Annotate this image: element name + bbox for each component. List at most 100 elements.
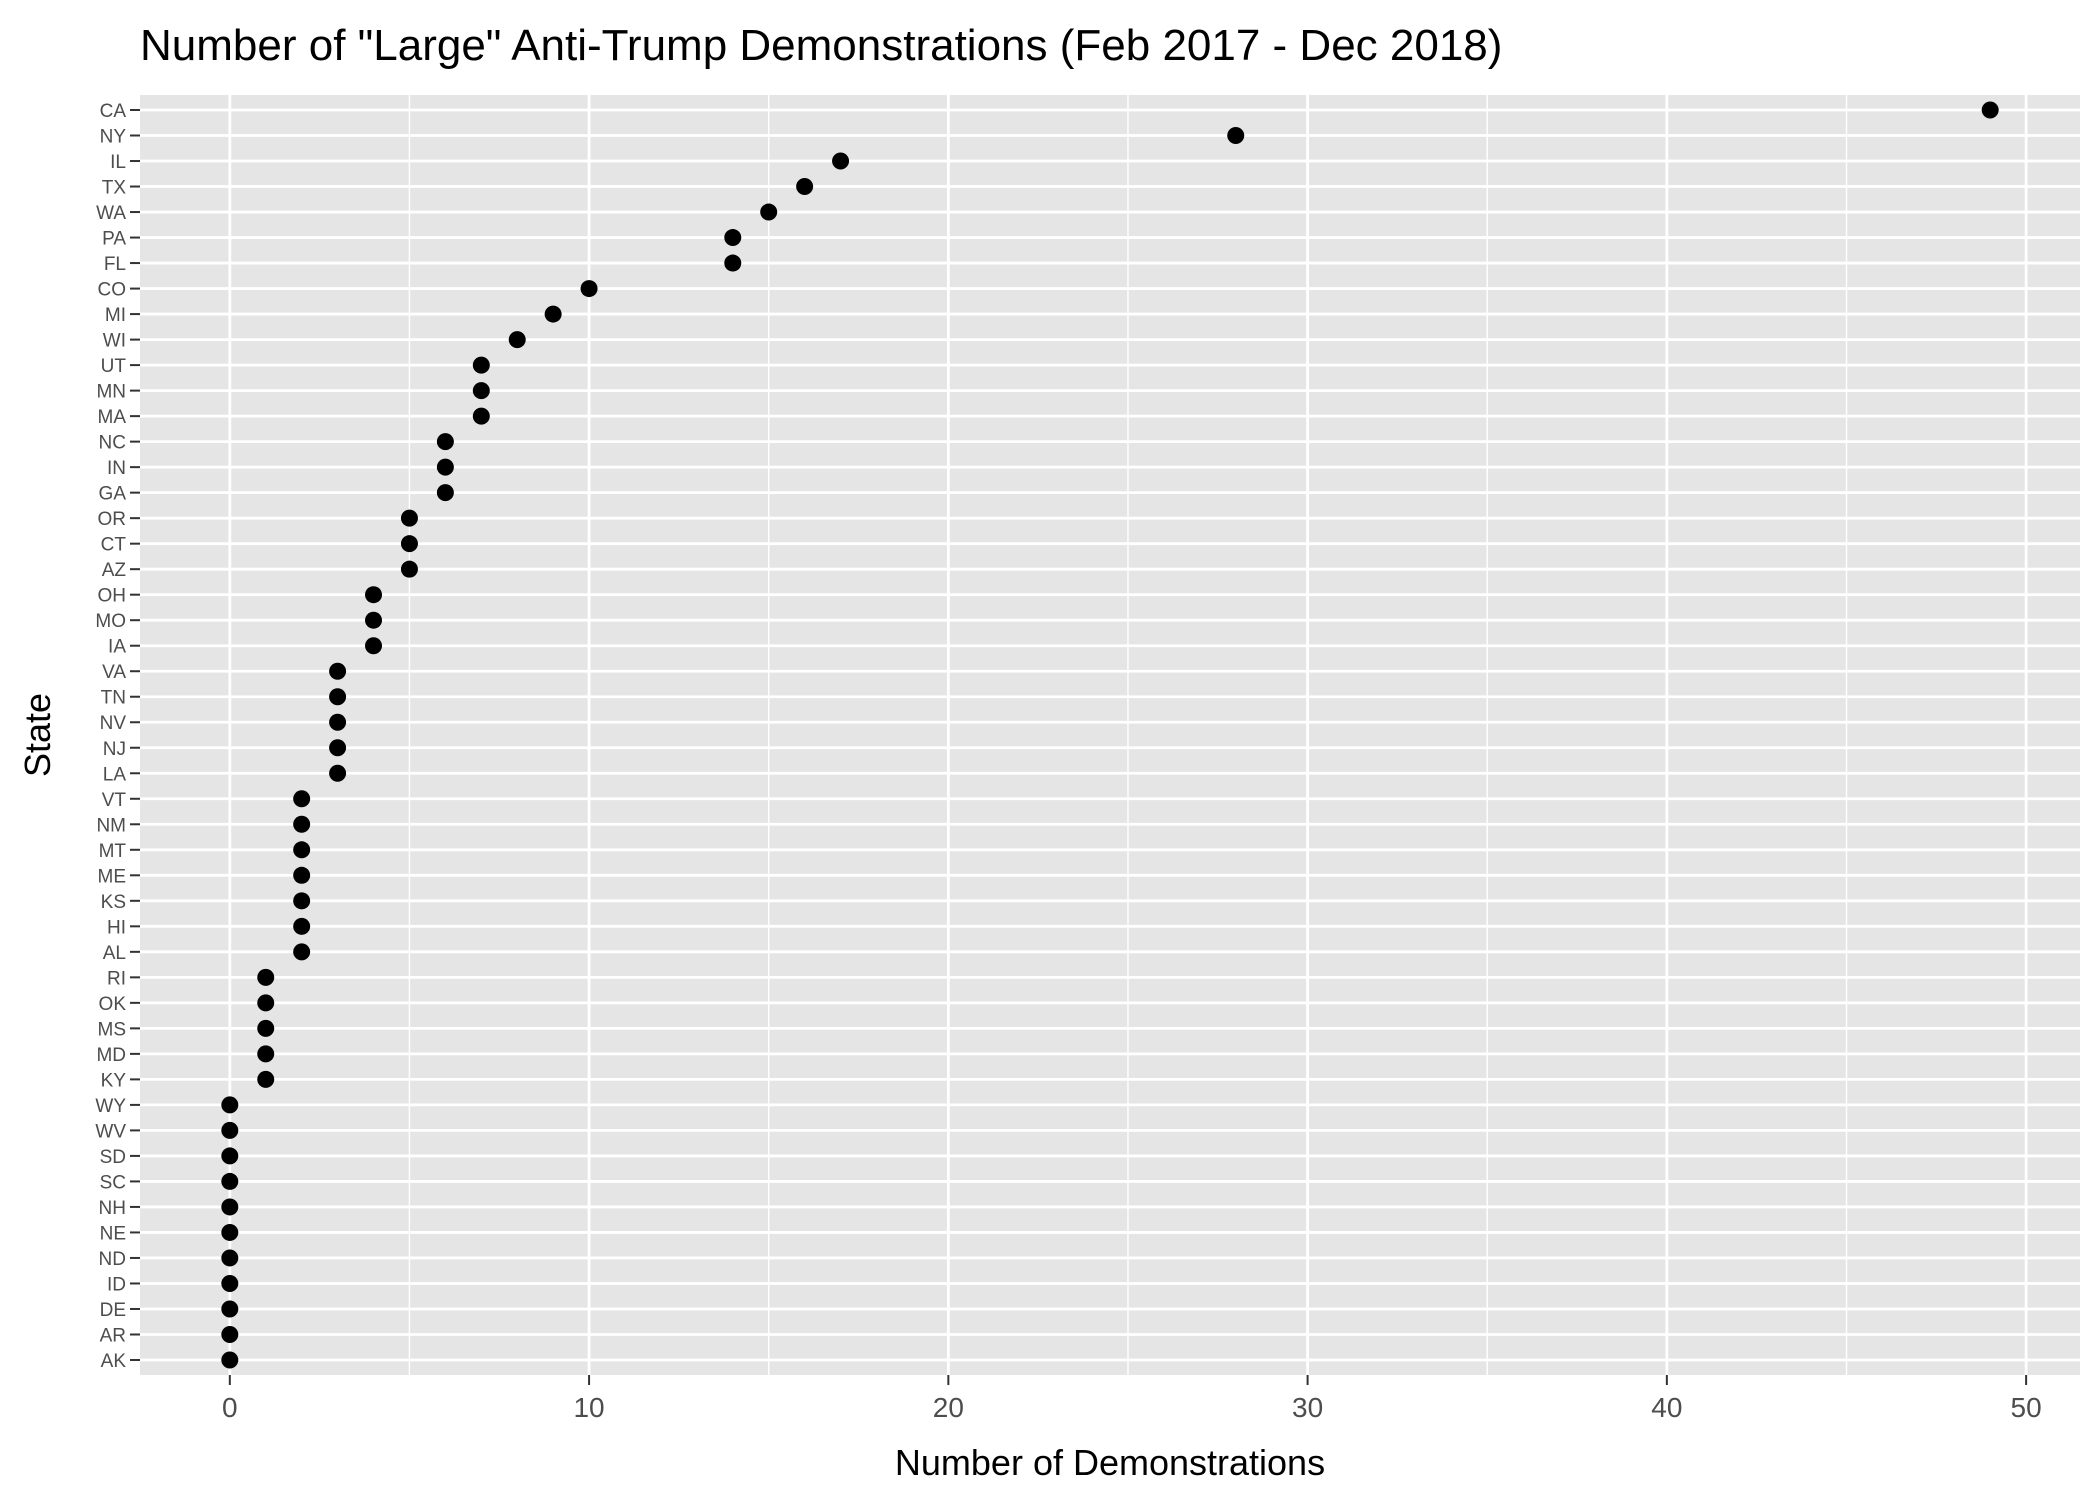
grid-lines xyxy=(140,95,2080,1375)
data-point-ma xyxy=(472,407,490,425)
data-point-mn xyxy=(472,382,490,400)
y-tick-label: TN xyxy=(101,688,126,709)
y-tick-label: DE xyxy=(100,1300,126,1321)
y-tick-label: UT xyxy=(101,356,127,377)
data-point-or xyxy=(400,509,418,527)
data-point-az xyxy=(400,560,418,578)
data-point-nm xyxy=(293,815,311,833)
y-tick-label: OH xyxy=(98,586,127,607)
data-point-wv xyxy=(221,1121,239,1139)
data-point-pa xyxy=(724,229,742,247)
data-point-ia xyxy=(365,637,383,655)
x-tick-label: 20 xyxy=(933,1392,964,1423)
y-tick-label: RI xyxy=(107,968,126,989)
y-tick-label: MT xyxy=(99,841,127,862)
y-tick-label: MN xyxy=(96,382,126,403)
data-point-ny xyxy=(1227,127,1245,145)
y-tick-label: GA xyxy=(99,484,127,505)
data-point-ms xyxy=(257,1019,275,1037)
data-point-oh xyxy=(365,586,383,604)
data-point-ks xyxy=(293,892,311,910)
y-tick-label: WI xyxy=(103,331,126,352)
data-point-ne xyxy=(221,1223,239,1241)
x-tick-label: 10 xyxy=(573,1392,604,1423)
y-tick-label: NJ xyxy=(103,739,126,760)
data-point-ok xyxy=(257,994,275,1012)
x-tick-label: 40 xyxy=(1651,1392,1682,1423)
y-tick-label: MI xyxy=(105,305,126,326)
data-point-wy xyxy=(221,1096,239,1114)
y-tick-label: VT xyxy=(102,790,127,811)
data-point-md xyxy=(257,1045,275,1063)
data-point-mi xyxy=(544,305,562,323)
y-tick-label: VA xyxy=(102,662,126,683)
data-point-ga xyxy=(436,484,454,502)
y-tick-label: MO xyxy=(95,611,126,632)
y-tick-label: AR xyxy=(100,1325,126,1346)
data-point-ut xyxy=(472,356,490,374)
data-point-ct xyxy=(400,535,418,553)
y-tick-label: NC xyxy=(99,433,126,454)
x-tick-label: 50 xyxy=(2011,1392,2042,1423)
data-point-mo xyxy=(365,611,383,629)
y-tick-label: IA xyxy=(108,637,126,658)
y-tick-label: IL xyxy=(110,152,126,173)
data-point-hi xyxy=(293,917,311,935)
data-point-tn xyxy=(329,688,347,706)
data-point-la xyxy=(329,764,347,782)
y-tick-label: WY xyxy=(95,1096,126,1117)
y-tick-label: MS xyxy=(98,1019,127,1040)
y-tick-label: KY xyxy=(101,1070,127,1091)
data-point-nd xyxy=(221,1249,239,1267)
data-point-tx xyxy=(796,178,814,196)
data-point-nv xyxy=(329,713,347,731)
data-point-nc xyxy=(436,433,454,451)
y-axis-ticks: CA NY IL TX WA PA FL CO MI WI UT MN MA NC IN GA OR CT AZ OH… xyxy=(95,101,140,1372)
data-point-co xyxy=(580,280,598,298)
data-point-ar xyxy=(221,1325,239,1343)
data-point-ca xyxy=(1981,101,1999,119)
y-tick-label: ID xyxy=(107,1274,126,1295)
y-tick-label: NM xyxy=(96,815,126,836)
data-point-mt xyxy=(293,841,311,859)
y-tick-label: CA xyxy=(100,101,127,122)
data-point-al xyxy=(293,943,311,961)
data-point-nj xyxy=(329,739,347,757)
y-tick-label: IN xyxy=(107,458,126,479)
data-point-ky xyxy=(257,1070,275,1088)
y-tick-label: CO xyxy=(98,280,127,301)
data-point-id xyxy=(221,1274,239,1292)
data-point-in xyxy=(436,458,454,476)
data-point-fl xyxy=(724,254,742,272)
y-tick-label: OK xyxy=(99,994,127,1015)
data-point-de xyxy=(221,1300,239,1318)
data-point-ri xyxy=(257,968,275,986)
y-tick-label: AK xyxy=(101,1351,127,1372)
y-tick-label: OR xyxy=(98,509,127,530)
y-tick-label: NV xyxy=(100,713,127,734)
y-tick-label: ME xyxy=(98,866,127,887)
x-axis-ticks: 0 10 20 30 40 50 xyxy=(222,1375,2042,1423)
y-tick-label: PA xyxy=(102,229,126,250)
chart-title: Number of "Large" Anti-Trump Demonstrati… xyxy=(140,21,1502,70)
data-point-me xyxy=(293,866,311,884)
y-tick-label: KS xyxy=(101,892,126,913)
x-tick-label: 30 xyxy=(1292,1392,1323,1423)
x-tick-label: 0 xyxy=(222,1392,238,1423)
y-tick-label: SD xyxy=(100,1147,126,1168)
y-tick-label: WA xyxy=(96,203,126,224)
y-tick-label: CT xyxy=(101,535,127,556)
data-point-wi xyxy=(508,331,526,349)
y-tick-label: AZ xyxy=(102,560,127,581)
y-tick-label: NY xyxy=(100,127,127,148)
y-tick-label: ND xyxy=(99,1249,126,1270)
plot-panel xyxy=(140,95,2080,1375)
y-tick-label: MD xyxy=(96,1045,126,1066)
y-tick-label: TX xyxy=(102,178,127,199)
data-point-va xyxy=(329,662,347,680)
data-point-sd xyxy=(221,1147,239,1165)
data-points xyxy=(221,101,1999,1369)
y-tick-label: MA xyxy=(98,407,127,428)
